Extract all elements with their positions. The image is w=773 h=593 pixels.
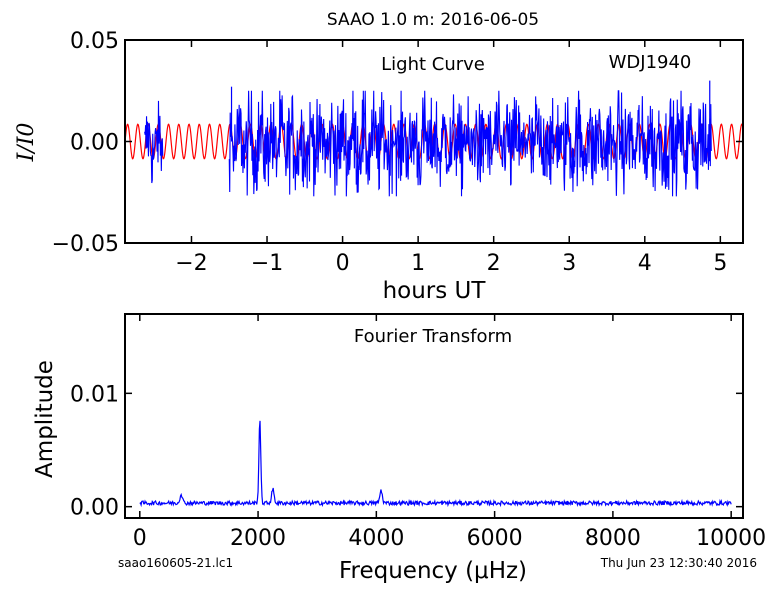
x-tick-label: 0 bbox=[336, 251, 350, 276]
light-curve-annotation: Light Curve bbox=[381, 54, 485, 75]
fourier-xlabel: Frequency (μHz) bbox=[339, 558, 527, 584]
light-curve-xlabel: hours UT bbox=[383, 278, 487, 304]
fourier-amplitude-line bbox=[139, 420, 732, 508]
y-tick-label: 0.05 bbox=[70, 29, 119, 54]
x-tick-label: 2000 bbox=[230, 526, 286, 551]
y-tick-label: 0.00 bbox=[70, 131, 119, 156]
x-tick-label: 3 bbox=[562, 251, 576, 276]
light-curve-ticks: −2 −1 0 1 2 3 4 5 −0.05 0.00 0.05 bbox=[52, 29, 743, 276]
y-tick-label: −0.05 bbox=[52, 232, 119, 257]
light-curve-line-segment bbox=[144, 100, 164, 184]
light-curve-panel: −2 −1 0 1 2 3 4 5 −0.05 0.00 0.05 Light Curve WDJ1… bbox=[14, 29, 744, 304]
timestamp-label: Thu Jun 23 12:30:40 2016 bbox=[600, 556, 757, 570]
file-label: saao160605-21.lc1 bbox=[118, 556, 233, 570]
x-tick-label: 6000 bbox=[467, 526, 523, 551]
fourier-data bbox=[139, 420, 732, 508]
fourier-ylabel: Amplitude bbox=[32, 360, 58, 478]
fourier-annotation: Fourier Transform bbox=[354, 326, 512, 347]
figure-title: SAAO 1.0 m: 2016-06-05 bbox=[327, 10, 539, 30]
light-curve-line-segment bbox=[228, 90, 712, 197]
light-curve-data bbox=[124, 80, 744, 197]
light-curve-ylabel: I/I0 bbox=[14, 123, 39, 163]
y-tick-label: 0.00 bbox=[70, 496, 119, 521]
x-tick-label: 5 bbox=[713, 251, 727, 276]
fourier-panel: 0 2000 4000 6000 8000 10000 0.00 0.01 Fourier T… bbox=[32, 313, 766, 584]
x-tick-label: −2 bbox=[175, 251, 207, 276]
x-tick-label: 2 bbox=[487, 251, 501, 276]
x-tick-label: 10000 bbox=[696, 526, 766, 551]
x-tick-label: 1 bbox=[411, 251, 425, 276]
target-name-annotation: WDJ1940 bbox=[609, 52, 692, 73]
y-tick-label: 0.01 bbox=[70, 382, 119, 407]
fourier-ticks: 0 2000 4000 6000 8000 10000 0.00 0.01 bbox=[70, 314, 766, 551]
fourier-frame bbox=[124, 313, 744, 519]
x-tick-label: 0 bbox=[133, 526, 147, 551]
x-tick-label: 4000 bbox=[348, 526, 404, 551]
x-tick-label: −1 bbox=[251, 251, 283, 276]
x-tick-label: 4 bbox=[638, 251, 652, 276]
x-tick-label: 8000 bbox=[585, 526, 641, 551]
